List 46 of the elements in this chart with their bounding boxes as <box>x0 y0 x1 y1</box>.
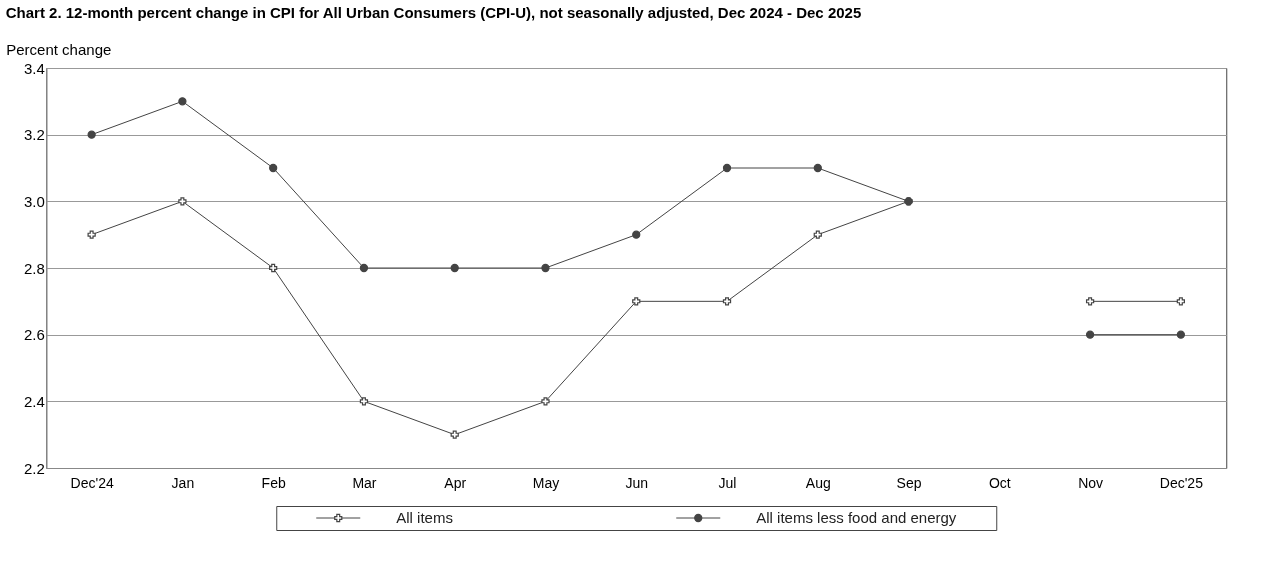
y-tick-label: 2.2 <box>23 459 45 477</box>
x-tick-label: Aug <box>805 474 831 491</box>
y-tick-label: 2.4 <box>23 392 45 410</box>
x-tick-label: May <box>532 474 560 491</box>
x-tick-label: Dec'25 <box>1159 474 1204 491</box>
x-tick-label: Dec'24 <box>70 474 114 491</box>
point <box>269 163 278 173</box>
point <box>359 397 369 406</box>
y-tick-label: 2.8 <box>23 259 45 277</box>
point <box>813 230 822 239</box>
point <box>1176 297 1185 306</box>
point <box>359 263 369 273</box>
point <box>813 163 822 173</box>
x-tick-label: Oct <box>988 474 1011 491</box>
point <box>87 130 96 139</box>
point <box>87 230 96 239</box>
point <box>541 263 550 273</box>
y-tick-label: 2.6 <box>23 326 45 344</box>
y-tick-label: 3.0 <box>23 192 45 210</box>
chart-title: Chart 2. 12-month percent change in CPI for All Urban Consumers (CPI-U), not seasonally adjusted, Dec 2024 - Dec 2025 <box>5 3 862 21</box>
point <box>722 163 732 173</box>
legend-label: All items less food and energy <box>756 509 957 526</box>
point <box>1085 330 1095 339</box>
point <box>450 263 459 273</box>
point <box>269 263 278 273</box>
x-tick-label: Jun <box>625 474 649 491</box>
point <box>178 197 187 206</box>
x-tick-label: Jan <box>171 474 195 491</box>
point <box>632 230 641 239</box>
point <box>1085 297 1095 306</box>
y-tick-label: 3.2 <box>23 126 45 144</box>
x-tick-label: Feb <box>261 474 286 491</box>
x-tick-label: Apr <box>444 474 467 491</box>
point <box>722 297 732 306</box>
point <box>450 430 459 439</box>
point <box>632 297 641 306</box>
y-tick-label: 3.4 <box>23 59 45 77</box>
x-tick-label: Mar <box>352 474 377 491</box>
x-tick-label: Nov <box>1078 474 1104 491</box>
x-tick-label: Sep <box>896 474 922 491</box>
x-tick-label: Jul <box>718 474 737 491</box>
point <box>541 397 550 406</box>
legend-label: All items <box>396 509 453 526</box>
point <box>1176 330 1185 339</box>
point <box>178 97 187 106</box>
y-axis-title: Percent change <box>6 41 112 58</box>
